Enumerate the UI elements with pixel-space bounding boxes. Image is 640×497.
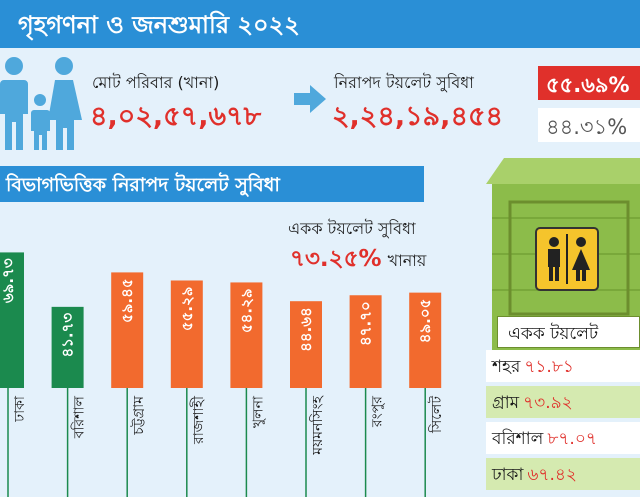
category-label: ঢাকা <box>12 395 28 423</box>
stat-row-dhaka: ঢাকা ৬৭.৪২ <box>486 458 640 490</box>
stat-label: ঢাকা <box>492 465 524 485</box>
category-label: চট্টগ্রাম <box>130 396 147 436</box>
division-bar-chart: ৬৯.৭৩ ঢাকা ৪১.৭৩ বরিশাল ৫৯.৪৫ চট্টগ্রাম ৫৫.২৯ র… <box>0 252 445 497</box>
section-banner: বিভাগভিত্তিক নিরাপদ টয়লেট সুবিধা <box>0 166 424 202</box>
page-title: গৃহগণনা ও জনশুমারি ২০২২ <box>18 11 300 39</box>
safe-toilet-value: ২,২৪,১৯,৪৫৪ <box>332 101 504 132</box>
single-toilet-tail: খানায় <box>387 251 427 270</box>
safe-percentage-badge: ৫৫.৬৯% <box>538 66 640 100</box>
family-icon <box>0 57 82 150</box>
category-label: রংপুর <box>370 396 386 428</box>
single-toilet-value: ৭৩.২৫% খানায় <box>290 240 426 279</box>
bar-value-label: ৪৯.০৫ <box>416 299 434 344</box>
stat-row-barishal: বরিশাল ৮৭.০৭ <box>486 422 640 454</box>
bar-value-label: ৪৪.৬৪ <box>297 307 315 352</box>
category-label: সিলেট <box>428 396 445 434</box>
category-label: খুলনা <box>250 395 266 428</box>
bar-2 <box>111 272 144 388</box>
bar-6 <box>349 295 382 388</box>
single-toilet-sign-label: একক টয়লেট <box>497 316 640 348</box>
stat-label: বরিশাল <box>492 429 544 449</box>
chart-title: বিভাগভিত্তিক নিরাপদ টয়লেট সুবিধা <box>6 174 280 196</box>
other-percentage-badge: ৪৪.৩১% <box>538 108 640 142</box>
households-value: ৪,০২,৫৭,৬৭৮ <box>90 101 262 132</box>
stat-value: ৮৭.০৭ <box>547 429 597 449</box>
bar-0 <box>0 252 24 388</box>
category-label: বরিশাল <box>71 395 88 439</box>
bar-value-label: ৪৭.৭০ <box>357 301 375 346</box>
bar-3 <box>170 280 203 388</box>
single-toilet-label: একক টয়লেট সুবিধা <box>288 219 416 238</box>
households-label: মোট পরিবার (খানা) <box>92 73 220 92</box>
single-toilet-pct: ৭৩.২৫% <box>290 246 382 272</box>
bar-4 <box>230 282 263 388</box>
toilet-sign-icon <box>535 227 599 291</box>
stat-value: ৭১.৮১ <box>524 357 574 377</box>
bar-value-label: ৪১.৭৩ <box>59 313 77 358</box>
bar-value-label: ৬৯.৭৩ <box>0 258 17 303</box>
bar-value-label: ৫৪.২৯ <box>237 288 255 333</box>
category-label: ময়মনসিংহ <box>309 395 326 455</box>
bar-value-label: ৫৯.৪৫ <box>118 278 136 323</box>
bar-7 <box>409 292 442 388</box>
stat-row-urban: শহর ৭১.৮১ <box>486 350 640 382</box>
stat-value: ৭৩.৯২ <box>523 393 573 413</box>
bar-5 <box>290 301 322 388</box>
stat-label: শহর <box>492 357 521 377</box>
category-label: রাজশাহী <box>190 395 207 445</box>
stat-label: গ্রাম <box>492 393 520 413</box>
safe-toilet-label: নিরাপদ টয়লেট সুবিধা <box>334 73 474 92</box>
header-banner: গৃহগণনা ও জনশুমারি ২০২২ <box>0 0 640 48</box>
bar-value-label: ৫৫.২৯ <box>178 286 196 331</box>
arrow-right-icon <box>294 85 326 113</box>
stat-row-rural: গ্রাম ৭৩.৯২ <box>486 386 640 418</box>
bar-1 <box>51 306 84 388</box>
stat-value: ৬৭.৪২ <box>527 465 577 485</box>
